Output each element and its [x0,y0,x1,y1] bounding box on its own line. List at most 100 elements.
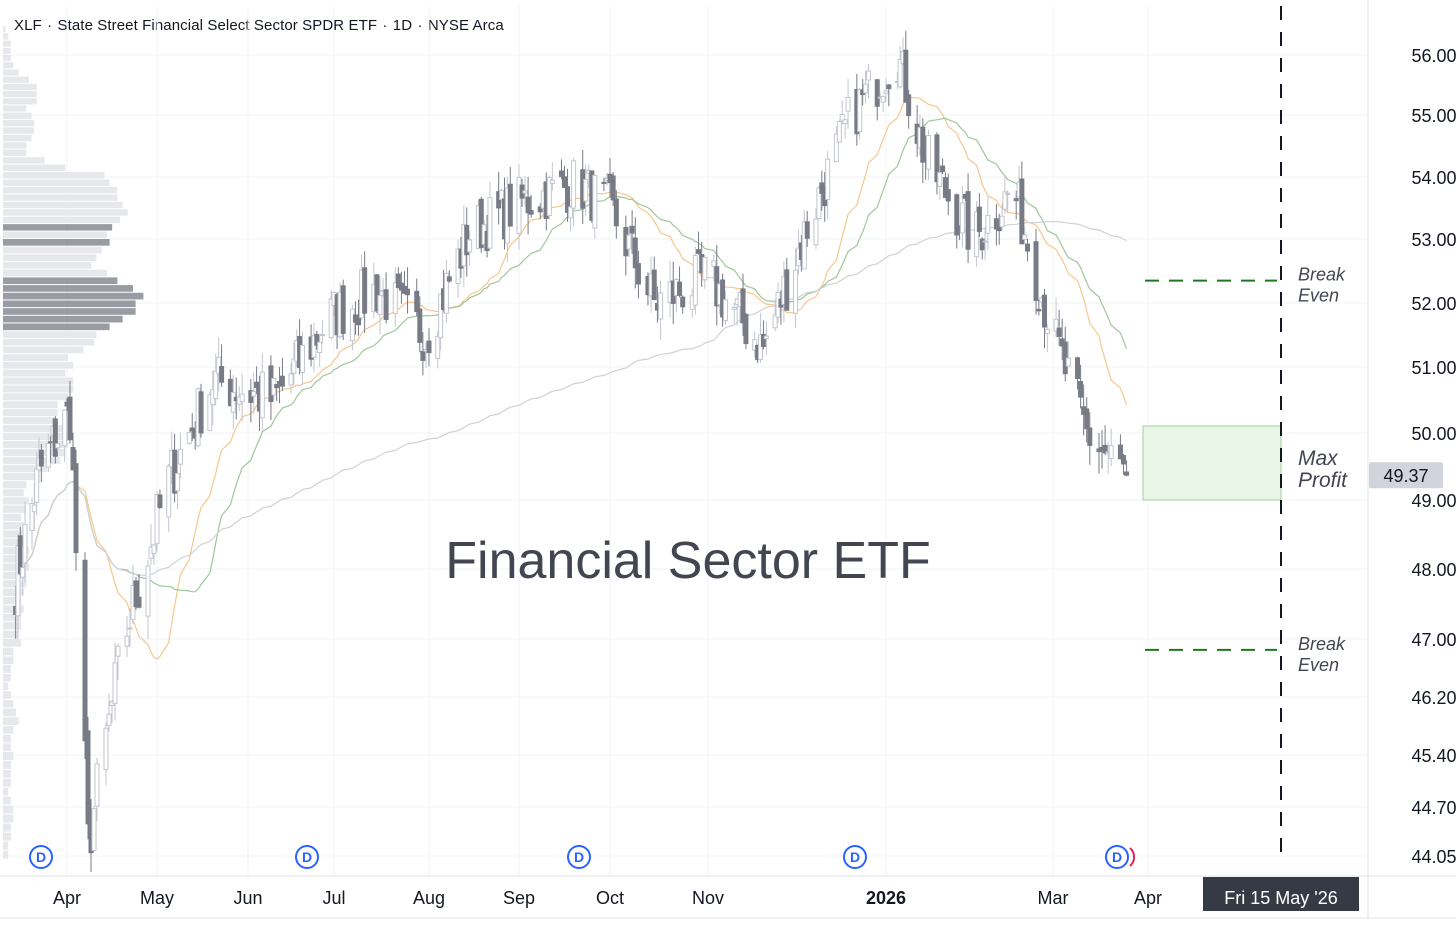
dividend-marker[interactable]: D [843,845,867,869]
candle [979,237,985,260]
dividend-icon[interactable] [843,845,867,869]
candle [934,132,940,195]
candle [711,254,717,282]
candle-body [549,179,555,184]
dividend-marker[interactable]: D [29,845,53,869]
candle [880,95,886,112]
candle [1025,238,1031,262]
candle [38,443,44,483]
candle-body [213,370,219,399]
expiry-date-badge[interactable] [1203,877,1359,911]
last-price-badge[interactable] [1369,462,1443,489]
candle-body [568,206,574,219]
candle-body [610,175,616,201]
candle-body [48,441,54,444]
candle-body [942,177,948,198]
expiry-date-label: Fri 15 May '26 [1224,888,1337,908]
candle-body [45,443,51,468]
candle [925,129,931,181]
candle-body [288,373,294,386]
candle [112,642,118,721]
candle-body [937,171,943,187]
candle-body [405,288,411,296]
volume-profile-bar [3,433,68,441]
volume-profile-bar [3,91,37,98]
candle [999,203,1005,231]
candle-body [435,335,441,359]
max-profit-zone[interactable] [1142,425,1282,501]
candle-body [55,443,61,449]
price-tick-label: 49.00 [1411,491,1456,511]
candle [136,573,142,609]
candle-body [562,176,567,188]
candle [937,163,943,200]
volume-profile-bar [3,254,97,262]
candle [248,379,254,423]
candle-body [82,559,88,742]
candle-body [328,298,334,338]
volume-profile-bar [3,597,22,605]
candle-body [1044,328,1050,335]
volume-profile-bar [3,769,11,778]
candle [52,416,58,464]
interval[interactable]: 1D [392,17,413,34]
volume-profile-bar [3,62,14,69]
candle [1065,341,1071,367]
candle [175,450,181,510]
chart-title: Financial Sector ETF [445,532,931,590]
time-tick-label: May [140,888,174,908]
dividend-marker[interactable]: D [567,845,591,869]
candle-body [996,224,1002,232]
dividend-icon[interactable] [29,845,53,869]
candle-body [1042,294,1048,328]
candle-body [20,567,26,578]
volume-profile-bar [3,555,27,563]
volume-profile-bar [3,209,128,216]
price-tick-label: 54.00 [1411,168,1456,188]
candle [1096,432,1102,474]
candle-body [314,333,320,346]
candle [863,70,869,104]
candle [70,432,76,471]
candle-body [880,95,886,103]
candle-body [525,196,531,214]
price-tick-label: 44.05 [1411,847,1456,867]
symbol[interactable]: XLF [14,17,42,34]
candle [903,30,909,103]
candle [145,559,151,640]
volume-profile-bar [3,331,97,338]
candle-body [1102,444,1108,454]
dividend-marker[interactable]: D [295,845,319,869]
dividend-icon[interactable] [567,845,591,869]
dividend-icon[interactable] [1105,845,1129,869]
volume-profile-bar [3,699,14,708]
price-tick-label: 52.00 [1411,294,1456,314]
candle [320,320,326,344]
candle-body [965,191,971,250]
volume-profile-bar [3,647,14,656]
chart-header: XLF · State Street Financial Select Sect… [14,17,504,34]
candle [825,150,831,220]
candle [976,193,982,238]
dividend-marker[interactable]: D [1105,845,1136,869]
price-axis[interactable]: 56.00 55.00 54.00 53.00 52.00 51.00 50.00 49.00… [1367,0,1456,918]
candle [610,171,616,206]
candle [897,46,903,89]
time-tick-label: Apr [53,888,81,908]
time-tick-label: Oct [596,888,624,908]
dividend-icon[interactable] [295,845,319,869]
candle [340,279,346,341]
candle [537,203,543,220]
instrument-name: State Street Financial Select Sector SPD… [57,17,378,34]
candle [1005,190,1011,213]
time-tick-label: Jun [233,888,262,908]
candle [438,293,444,351]
candle-body [993,218,999,230]
exchange: NYSE Arca [427,17,504,34]
candle [804,211,810,247]
candle-body [106,713,112,726]
candle [478,196,484,253]
candle-body [34,468,40,503]
time-axis[interactable]: Apr May Jun Jul Aug Sep Oct Nov 2026 Mar Apr Fri 15… [0,875,1456,919]
